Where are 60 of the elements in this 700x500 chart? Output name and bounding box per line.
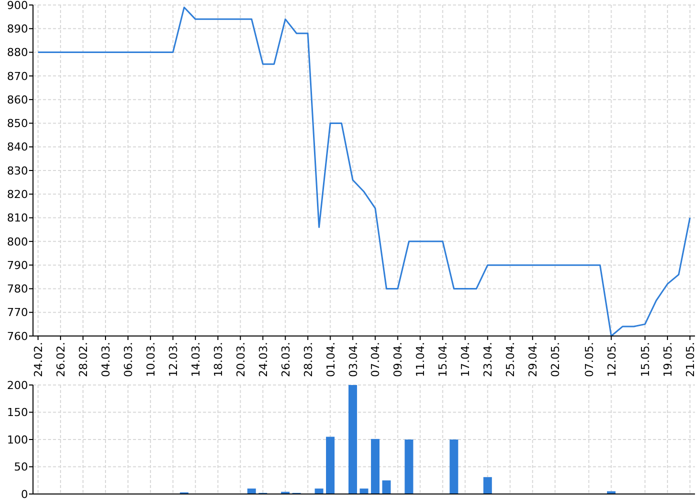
y-tick-label: 100 [7, 433, 28, 446]
y-tick-label: 200 [7, 378, 28, 392]
x-tick-label: 01.04. [324, 342, 338, 377]
x-tick-label: 18.03. [212, 342, 225, 377]
y-tick-label: 760 [7, 330, 28, 343]
x-tick-label: 07.04. [369, 342, 382, 377]
x-tick-label: 15.04. [436, 342, 450, 377]
x-tick-label: 02.05. [549, 342, 562, 377]
x-tick-label: 26.02. [54, 342, 68, 377]
x-tick-label: 09.04. [392, 342, 405, 377]
bar [314, 488, 324, 494]
x-tick-label: 28.03. [302, 342, 315, 377]
x-tick-label: 25.04. [504, 342, 518, 377]
y-tick-label: 900 [7, 0, 28, 12]
x-tick-label: 10.03. [144, 342, 158, 377]
y-tick-label: 770 [7, 306, 28, 320]
y-tick-label: 860 [7, 93, 28, 106]
y-tick-label: 50 [14, 460, 28, 474]
bar [370, 438, 380, 494]
x-tick-label: 04.03. [99, 342, 112, 377]
x-tick-label: 15.05. [638, 342, 652, 377]
x-tick-label: 12.05. [605, 342, 618, 377]
x-tick-label: 23.04. [482, 342, 495, 377]
y-tick-label: 870 [7, 70, 28, 83]
y-tick-label: 150 [7, 406, 28, 420]
x-tick-label: 20.03. [234, 342, 248, 377]
y-tick-label: 880 [7, 46, 28, 60]
x-tick-label: 24.02. [32, 342, 46, 377]
bar [483, 477, 492, 494]
y-tick-label: 820 [7, 188, 28, 201]
x-tick-label: 21.05. [684, 342, 697, 377]
x-tick-label: 03.04. [346, 342, 360, 377]
y-tick-label: 0 [21, 488, 28, 500]
y-tick-label: 850 [7, 117, 28, 130]
bar [247, 488, 256, 494]
y-tick-label: 800 [7, 235, 28, 248]
x-tick-label: 29.04. [526, 342, 540, 377]
y-tick-label: 830 [7, 164, 28, 178]
x-tick-label: 26.03. [279, 342, 292, 377]
bar [360, 488, 368, 494]
bar [382, 480, 391, 494]
x-tick-label: 28.02. [77, 342, 90, 377]
x-tick-label: 24.03. [256, 342, 270, 377]
x-tick-label: 12.03. [166, 342, 180, 377]
bar [450, 440, 458, 494]
line-series [37, 6, 691, 337]
x-tick-label: 11.04. [414, 342, 428, 377]
y-tick-label: 790 [7, 258, 28, 272]
x-tick-label: 07.05. [582, 342, 596, 377]
y-tick-label: 810 [7, 212, 28, 225]
y-tick-label: 890 [7, 22, 28, 36]
x-tick-label: 19.05. [661, 342, 674, 377]
y-tick-label: 780 [7, 282, 28, 296]
y-tick-label: 840 [7, 140, 28, 154]
x-tick-label: 06.03. [122, 342, 135, 377]
bar [404, 440, 414, 494]
bar [348, 385, 358, 494]
x-tick-label: 14.03. [189, 342, 202, 377]
x-tick-label: 17.04. [459, 342, 472, 377]
bar [326, 436, 335, 494]
